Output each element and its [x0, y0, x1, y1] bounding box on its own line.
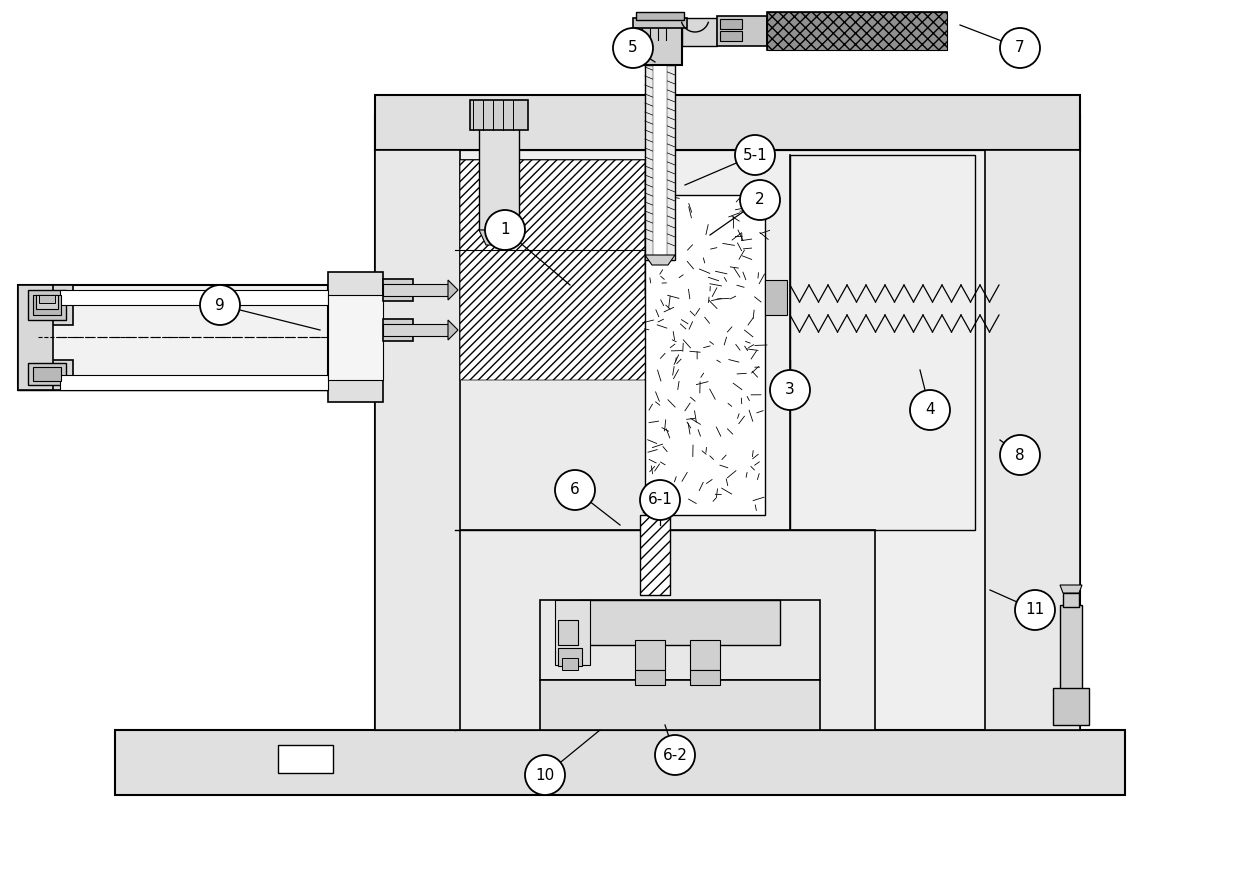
Polygon shape — [645, 255, 675, 265]
Circle shape — [485, 210, 525, 250]
Circle shape — [735, 135, 775, 175]
Bar — [19, 285, 53, 390]
Bar — [636, 12, 684, 20]
Circle shape — [999, 28, 1040, 68]
Bar — [790, 155, 975, 530]
Bar — [383, 319, 413, 341]
Circle shape — [740, 180, 780, 220]
Bar — [985, 150, 1080, 730]
Bar — [470, 100, 528, 130]
Text: 3: 3 — [785, 382, 795, 397]
Bar — [374, 95, 1080, 150]
Bar — [682, 18, 717, 46]
Circle shape — [910, 390, 950, 430]
Bar — [720, 19, 742, 29]
Circle shape — [640, 480, 680, 520]
Text: 6: 6 — [570, 482, 580, 498]
Bar — [1060, 605, 1083, 695]
Bar — [383, 284, 448, 296]
Bar — [720, 31, 742, 41]
Polygon shape — [448, 320, 458, 340]
Bar — [38, 295, 55, 303]
Bar — [29, 290, 66, 320]
Polygon shape — [1060, 585, 1083, 593]
Bar — [768, 12, 947, 50]
Circle shape — [770, 370, 810, 410]
Bar — [539, 600, 820, 680]
Bar — [383, 279, 413, 301]
Bar — [558, 620, 578, 645]
Bar — [717, 16, 768, 46]
Bar — [455, 530, 875, 730]
Bar — [33, 295, 61, 315]
Text: 4: 4 — [925, 402, 935, 417]
Polygon shape — [448, 280, 458, 300]
Bar — [60, 375, 329, 390]
Bar — [653, 65, 667, 260]
Circle shape — [999, 435, 1040, 475]
Text: 10: 10 — [536, 767, 554, 782]
Bar — [455, 160, 665, 540]
Text: 6-1: 6-1 — [647, 493, 672, 507]
Bar — [374, 150, 460, 730]
Bar — [558, 648, 582, 666]
Bar — [765, 280, 787, 315]
Polygon shape — [479, 230, 520, 245]
Bar — [639, 22, 682, 65]
Polygon shape — [460, 160, 655, 380]
Bar — [374, 115, 1080, 730]
Bar — [645, 195, 765, 515]
Bar — [19, 285, 73, 325]
Bar — [329, 272, 383, 402]
Circle shape — [655, 735, 694, 775]
Bar — [115, 730, 1125, 795]
Circle shape — [200, 285, 241, 325]
Bar — [562, 658, 578, 670]
Bar — [635, 640, 665, 670]
Bar — [768, 12, 947, 50]
Bar — [580, 600, 780, 645]
Text: 11: 11 — [1025, 603, 1044, 618]
Bar — [60, 290, 329, 305]
Circle shape — [556, 470, 595, 510]
Text: 7: 7 — [1016, 40, 1024, 55]
Bar — [383, 324, 448, 336]
Bar — [329, 295, 383, 380]
Text: 9: 9 — [215, 298, 224, 312]
Bar — [1063, 593, 1079, 607]
Text: 8: 8 — [1016, 447, 1024, 463]
Bar — [632, 18, 687, 28]
Bar — [689, 670, 720, 685]
Text: 5-1: 5-1 — [743, 148, 768, 163]
Text: 6-2: 6-2 — [662, 747, 687, 762]
Circle shape — [1016, 590, 1055, 630]
Bar — [479, 115, 520, 230]
Bar — [645, 65, 675, 260]
Bar — [278, 745, 334, 773]
Bar — [33, 367, 61, 381]
Text: 5: 5 — [629, 40, 637, 55]
Text: 2: 2 — [755, 192, 765, 207]
Bar — [556, 600, 590, 665]
Bar — [635, 670, 665, 685]
Bar — [36, 295, 58, 309]
Circle shape — [525, 755, 565, 795]
Bar — [640, 515, 670, 595]
Bar — [689, 640, 720, 670]
Text: 1: 1 — [500, 222, 510, 237]
Bar — [19, 360, 73, 390]
Bar — [19, 285, 329, 390]
Bar — [29, 363, 66, 385]
Circle shape — [613, 28, 653, 68]
Bar — [1053, 688, 1089, 725]
Bar — [539, 680, 820, 730]
